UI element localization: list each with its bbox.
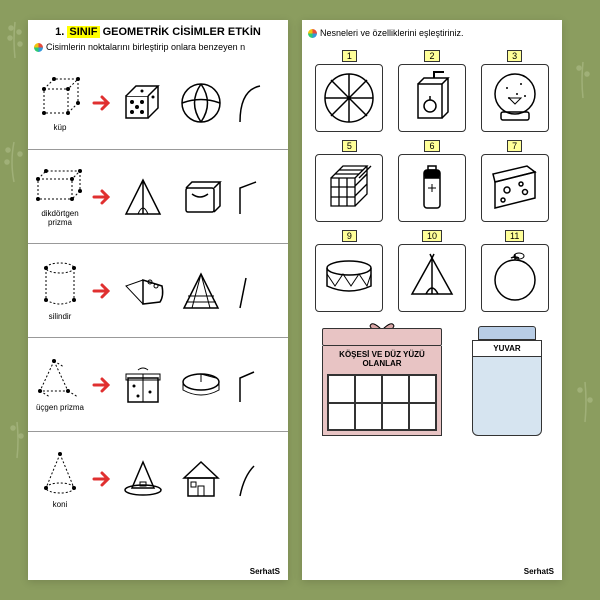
instruction: Nesneleri ve özelliklerini eşleştiriniz. [302, 20, 562, 42]
giftbox-icon [116, 358, 170, 412]
cell-number: 10 [422, 230, 442, 242]
drum-icon [315, 244, 383, 312]
tent2-icon [398, 244, 466, 312]
grid-cell: 1 [310, 46, 389, 132]
title-prefix: 1. [55, 26, 64, 38]
ball-icon [174, 76, 228, 130]
box-icon [174, 170, 228, 224]
arrow-icon [92, 470, 114, 488]
witch-hat-icon [116, 452, 170, 506]
title-rest: GEOMETRİK CİSİMLER ETKİN [103, 26, 261, 38]
shape-label: dikdörtgen prizma [30, 209, 90, 227]
container-round: YUVAR [472, 326, 542, 436]
worksheet-left: 1. SINIF GEOMETRİK CİSİMLER ETKİN Cisiml… [28, 20, 288, 580]
orange-icon [481, 244, 549, 312]
arrow-icon [92, 188, 114, 206]
partial-icon [232, 452, 286, 506]
juicebox-icon [398, 64, 466, 132]
cell-number: 11 [505, 230, 524, 242]
objects-grid: 1 2 3 5 6 7 9 10 11 [302, 42, 562, 316]
grid-cell: 5 [310, 136, 389, 222]
partial-icon [232, 170, 286, 224]
partial-icon [232, 76, 286, 130]
shape-label: koni [30, 500, 90, 509]
worksheet-right: Nesneleri ve özelliklerini eşleştiriniz.… [302, 20, 562, 580]
house-icon [174, 452, 228, 506]
partial-icon [232, 358, 286, 412]
shape-row: silindir [28, 244, 288, 338]
cell-number: 3 [507, 50, 522, 62]
pie-icon [174, 358, 228, 412]
shape-label: küp [30, 123, 90, 132]
container-corners: KÖŞESİ VE DÜZ YÜZÜ OLANLAR [322, 328, 442, 436]
shape-row: üçgen prizma [28, 338, 288, 432]
cube-outline-icon [36, 73, 84, 121]
footer-credit: SerhatS [524, 567, 554, 576]
container-label: KÖŞESİ VE DÜZ YÜZÜ OLANLAR [323, 346, 441, 372]
cell-number: 7 [507, 140, 522, 152]
title: 1. SINIF GEOMETRİK CİSİMLER ETKİN [28, 20, 288, 40]
dice-icon [116, 76, 170, 130]
grid-cell: 7 [475, 136, 554, 222]
tent-icon [116, 170, 170, 224]
snowglobe-icon [481, 64, 549, 132]
battery-icon [398, 154, 466, 222]
shape-label: üçgen prizma [30, 403, 90, 412]
partial-icon [232, 264, 286, 318]
cell-number: 1 [342, 50, 357, 62]
grid-cell: 3 [475, 46, 554, 132]
shape-label: silindir [30, 312, 90, 321]
cake-icon [116, 264, 170, 318]
instruction-text: Cisimlerin noktalarını birleştirip onlar… [46, 42, 245, 52]
grid-cell: 6 [393, 136, 472, 222]
bullet-icon [308, 29, 317, 38]
grid-cell: 9 [310, 226, 389, 312]
cylinder-outline-icon [40, 260, 80, 310]
cheese-icon [481, 154, 549, 222]
footer-credit: SerhatS [250, 567, 280, 576]
rect-prism-outline-icon [34, 167, 86, 207]
cone-outline-icon [40, 450, 80, 498]
rubiks-cube-icon [315, 154, 383, 222]
basketball-icon [315, 64, 383, 132]
arrow-icon [92, 282, 114, 300]
tri-prism-outline-icon [36, 357, 84, 401]
shape-row: koni [28, 432, 288, 526]
cell-number: 5 [342, 140, 357, 152]
shape-row: dikdörtgen prizma [28, 150, 288, 244]
arrow-icon [92, 94, 114, 112]
shape-row: küp [28, 56, 288, 150]
grid-cell: 2 [393, 46, 472, 132]
cell-number: 2 [424, 50, 439, 62]
pyramid-icon [174, 264, 228, 318]
arrow-icon [92, 376, 114, 394]
instruction: Cisimlerin noktalarını birleştirip onlar… [28, 40, 288, 56]
container-label: YUVAR [473, 341, 541, 357]
bullet-icon [34, 43, 43, 52]
cell-number: 6 [424, 140, 439, 152]
cell-number: 9 [342, 230, 357, 242]
grid-cell: 10 [393, 226, 472, 312]
sort-containers: KÖŞESİ VE DÜZ YÜZÜ OLANLAR YUVAR [302, 316, 562, 436]
grid-cell: 11 [475, 226, 554, 312]
instruction-text: Nesneleri ve özelliklerini eşleştiriniz. [320, 28, 464, 38]
title-highlight: SINIF [67, 26, 99, 38]
